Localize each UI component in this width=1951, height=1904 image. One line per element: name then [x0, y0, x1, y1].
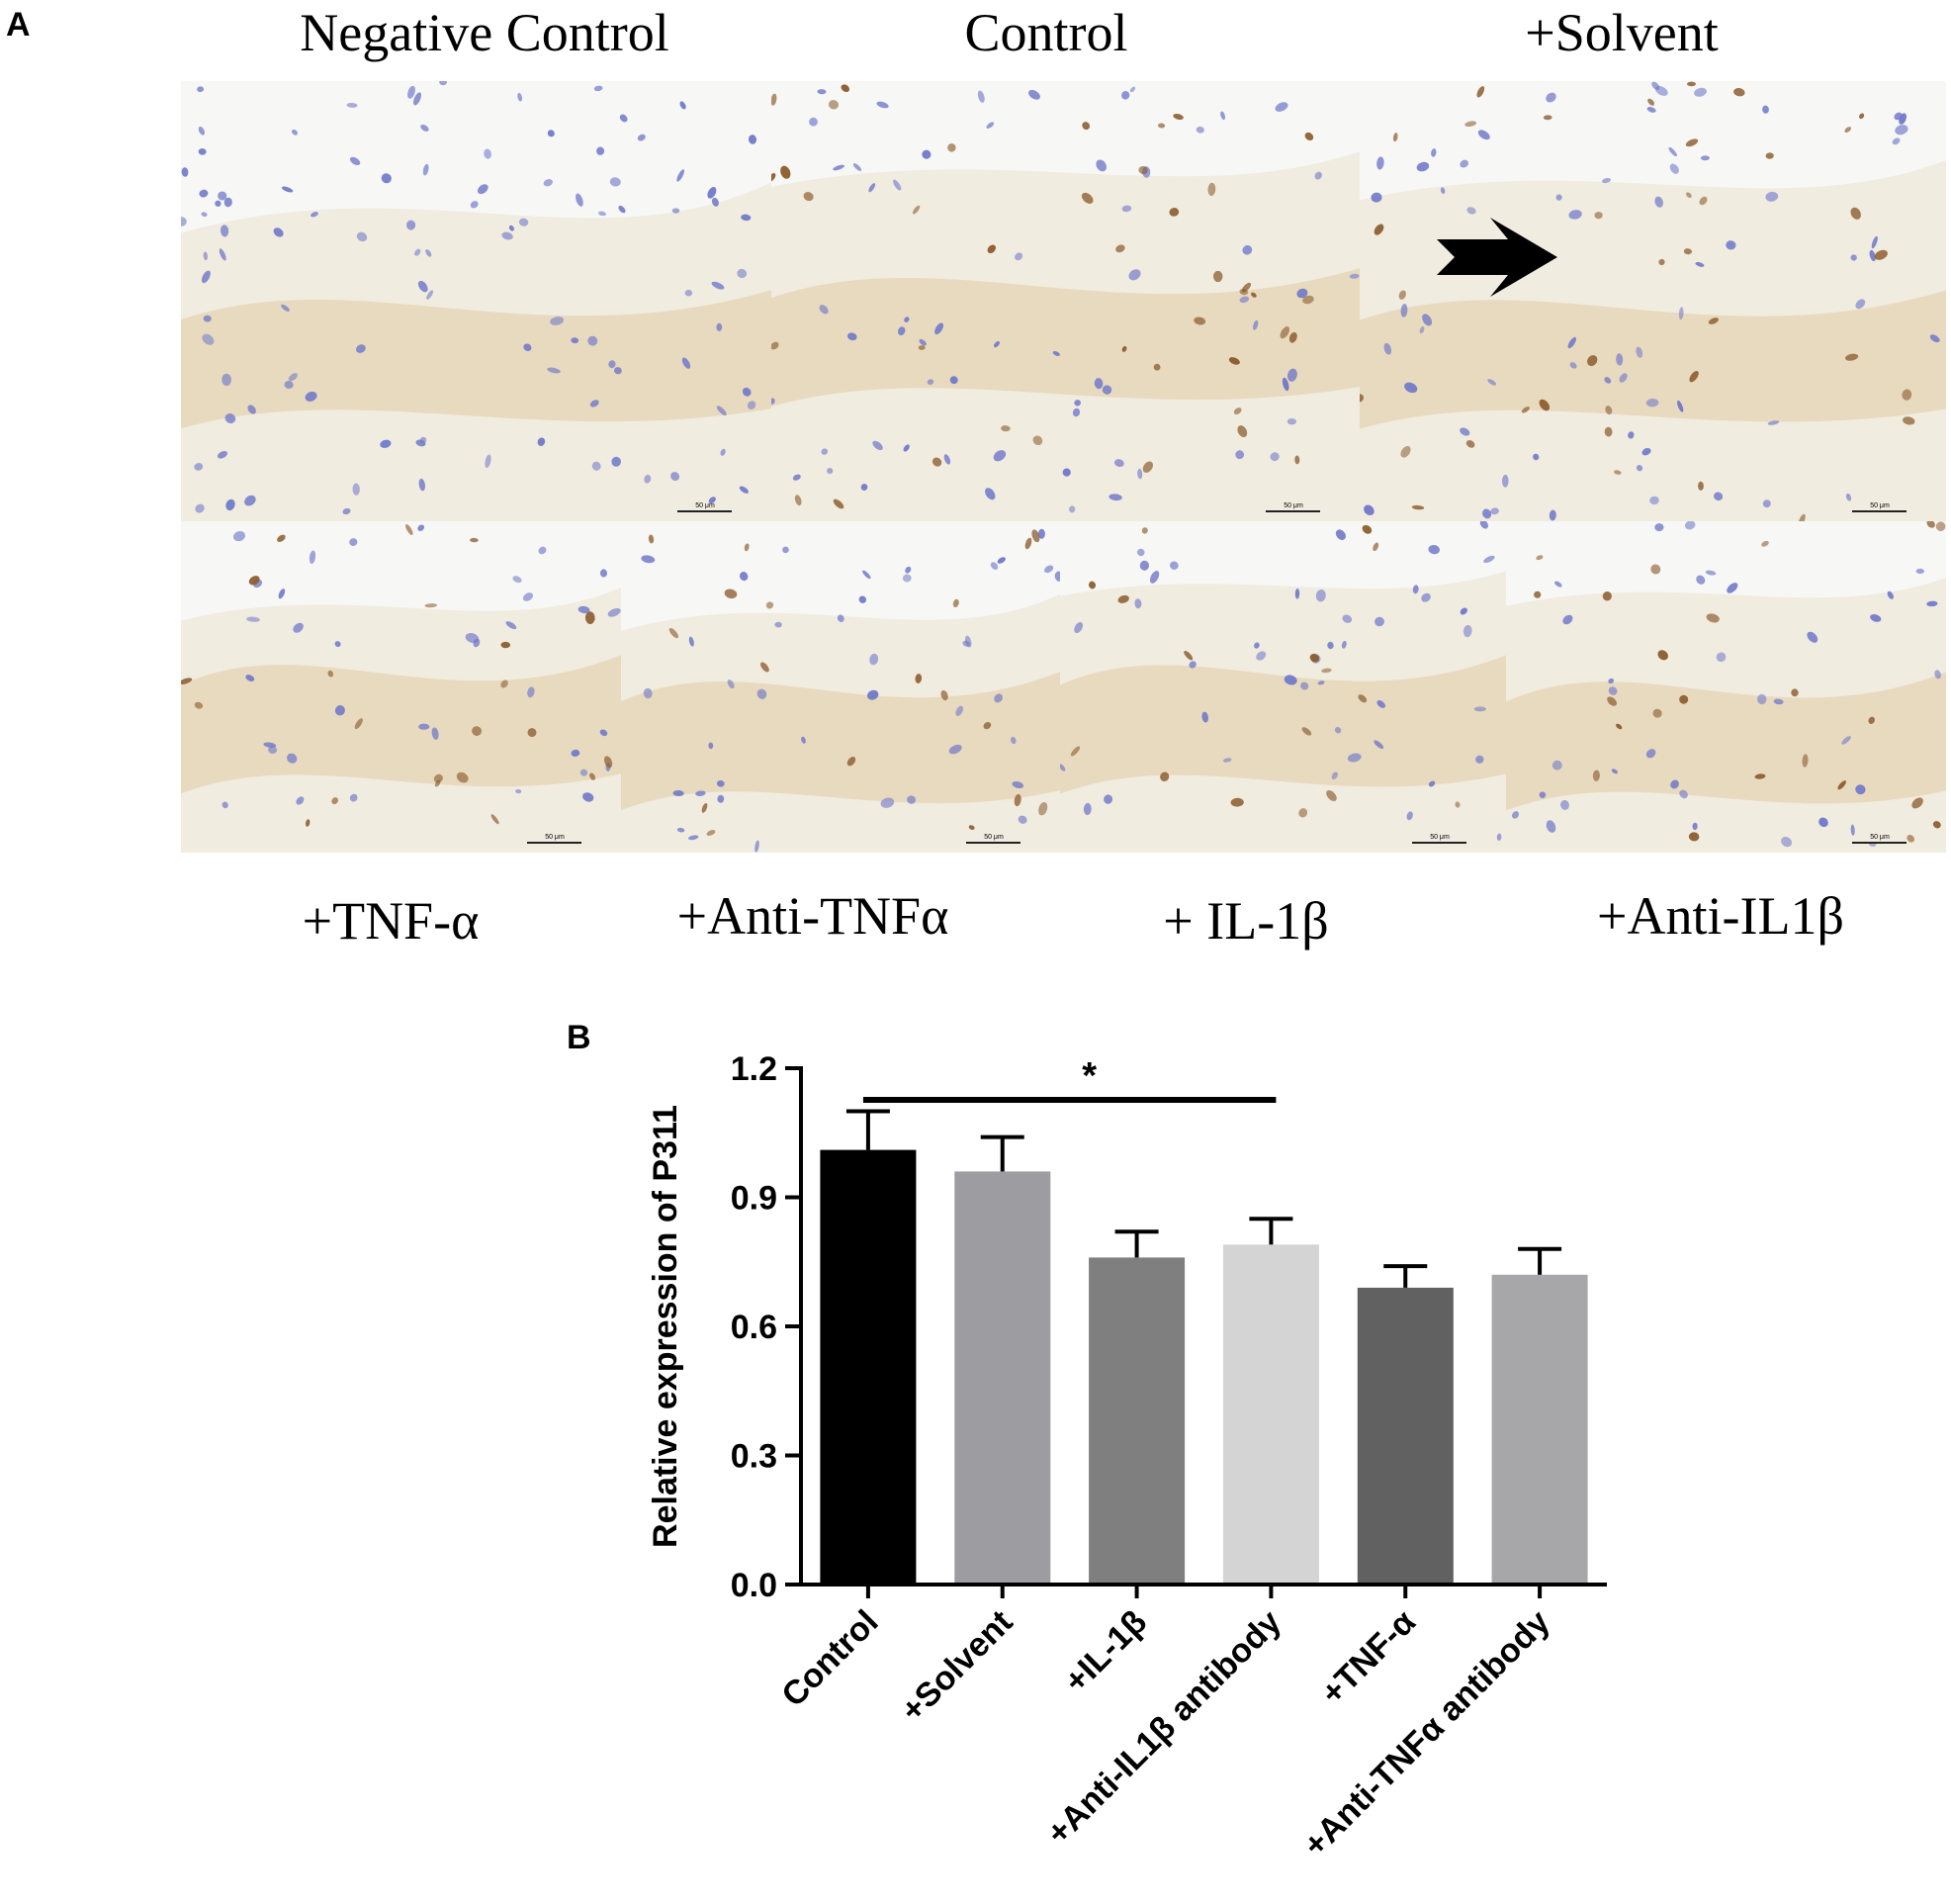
x-tick-label: +Solvent	[894, 1603, 1020, 1730]
panel-a-letter: A	[6, 6, 31, 44]
caption-solvent: +Solvent	[1525, 3, 1719, 62]
micrograph-solvent: 50 μm	[1360, 81, 1946, 521]
micrograph-anti-tnf-alpha: 50 μm	[621, 521, 1060, 853]
y-tick-label: 0.9	[731, 1180, 777, 1218]
x-tick-label: Control	[774, 1603, 885, 1714]
caption-negative-control: Negative Control	[300, 3, 669, 62]
scale-bar-label: 50 μm	[1284, 502, 1303, 509]
x-tick-label: +Anti-IL1β antibody	[1039, 1603, 1288, 1853]
x-tick-label: +Anti-TNFα antibody	[1296, 1603, 1557, 1864]
bar	[1089, 1257, 1186, 1585]
micrograph-anti-il-1-beta: 50 μm	[1506, 521, 1946, 853]
micrograph-control: 50 μm	[771, 81, 1360, 521]
bar	[820, 1149, 917, 1585]
x-tick-label: +TNF-α	[1314, 1603, 1423, 1712]
micrograph-negative-control: 50 μm	[181, 81, 771, 521]
scale-bar-label: 50 μm	[695, 502, 715, 509]
micrograph-il-1-beta: 50 μm	[1060, 521, 1506, 853]
bar	[1222, 1244, 1319, 1585]
scale-bar-label: 50 μm	[984, 834, 1004, 841]
caption-il-1-beta: + IL-1β	[1163, 891, 1329, 951]
caption-anti-tnf-alpha: +Anti-TNFα	[676, 886, 949, 946]
significance-label: *	[1082, 1055, 1097, 1097]
bar	[1357, 1287, 1454, 1585]
scale-bar-label: 50 μm	[545, 834, 565, 841]
arrow-icon	[1437, 218, 1557, 297]
y-axis-label: Relative expression of P311	[647, 1105, 684, 1548]
x-tick-label: +IL-1β	[1057, 1603, 1154, 1700]
bar	[1491, 1274, 1588, 1585]
scale-bar-label: 50 μm	[1870, 502, 1890, 509]
caption-anti-il-1-beta: +Anti-IL1β	[1597, 886, 1844, 946]
micrograph-tnf-alpha: 50 μm	[181, 521, 621, 853]
caption-tnf-alpha: +TNF-α	[302, 891, 480, 951]
y-tick-label: 0.3	[731, 1438, 777, 1476]
scale-bar-label: 50 μm	[1430, 834, 1450, 841]
y-tick-label: 0.6	[731, 1309, 777, 1346]
scale-bar-label: 50 μm	[1870, 834, 1890, 841]
panel-b-letter: B	[567, 1019, 591, 1056]
bar-chart: 0.0 0.3 0.6 0.9 1.2 Relative expression of P3…	[647, 1050, 1607, 1864]
y-tick-label: 1.2	[731, 1050, 777, 1088]
bar	[954, 1171, 1051, 1585]
y-tick-label: 0.0	[731, 1567, 777, 1604]
caption-control: Control	[964, 3, 1128, 62]
